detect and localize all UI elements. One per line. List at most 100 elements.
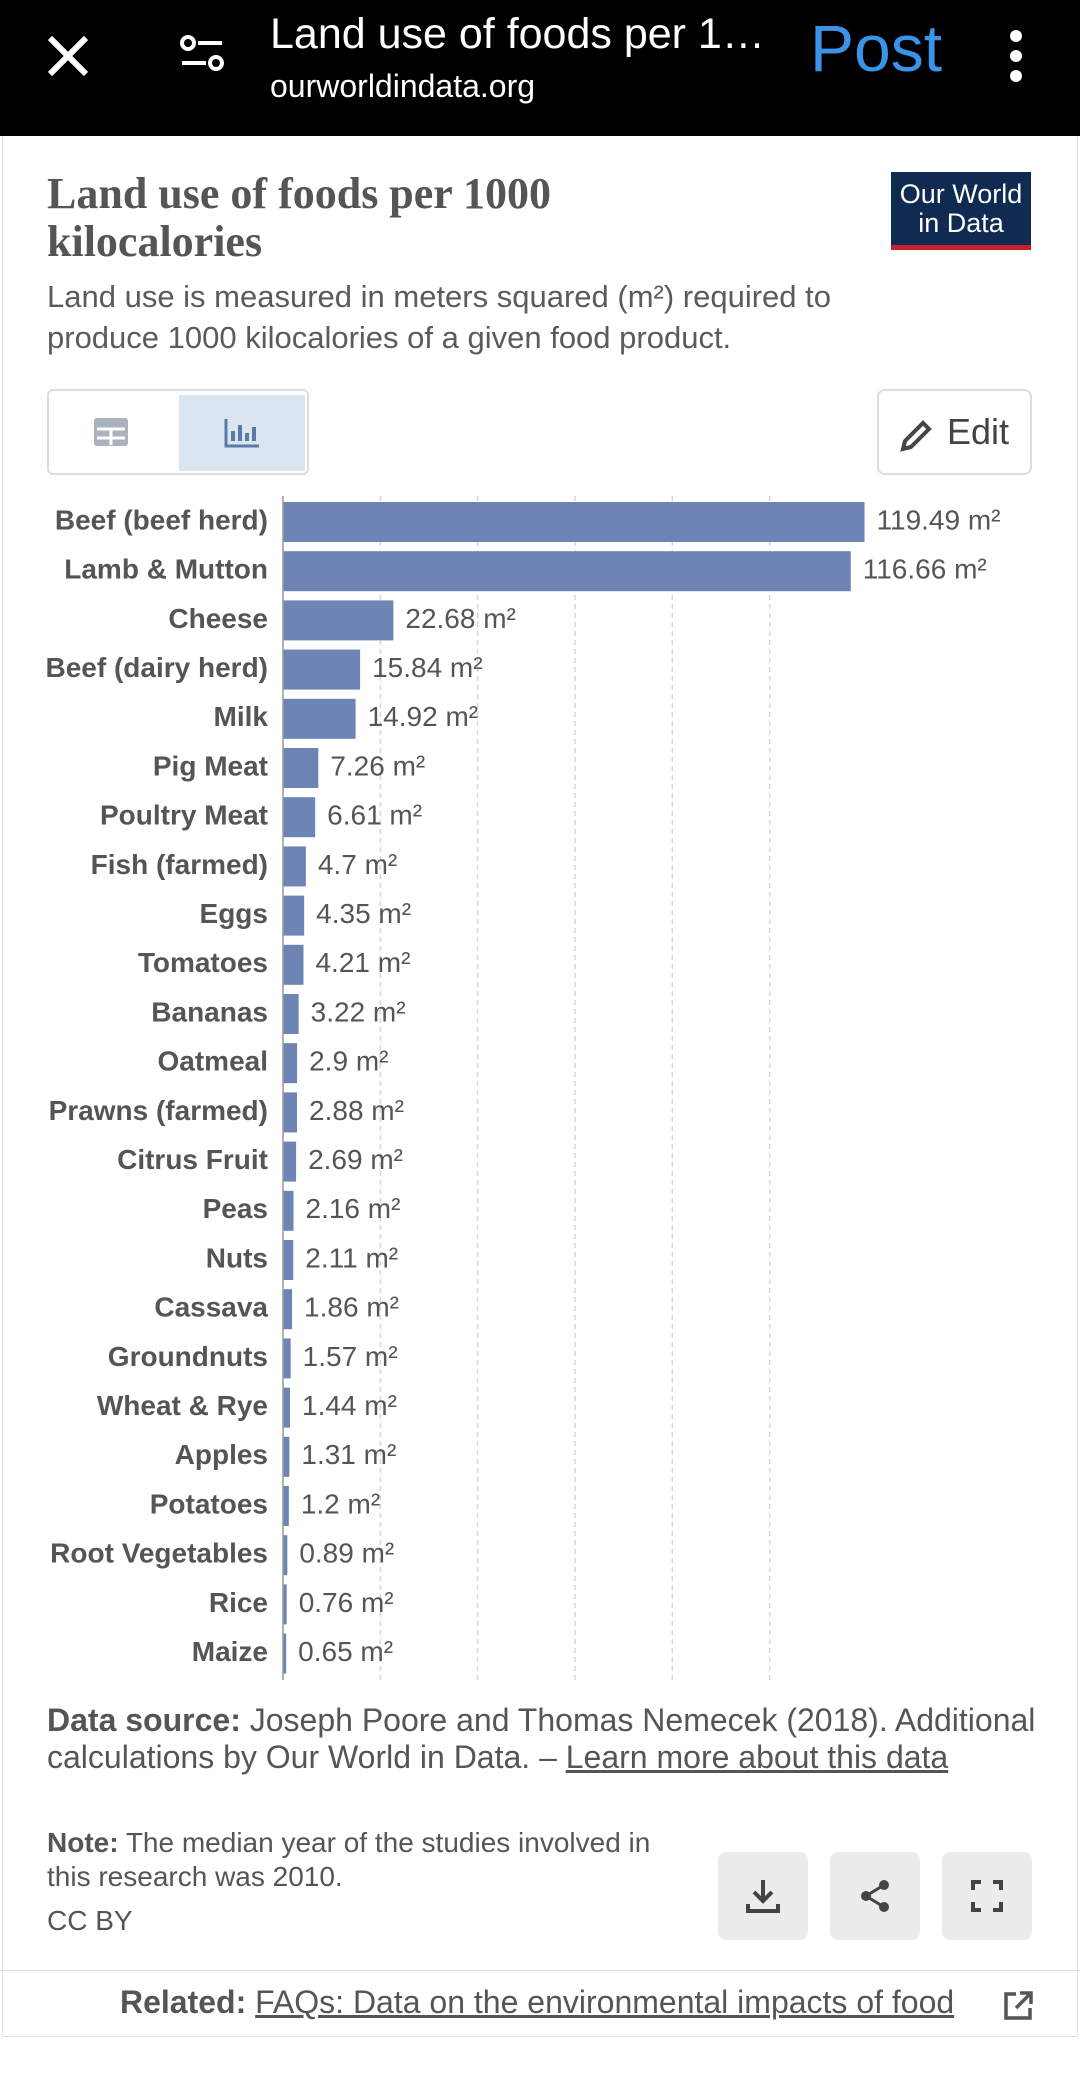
- category-label: Citrus Fruit: [117, 1144, 268, 1175]
- post-button[interactable]: Post: [810, 11, 943, 85]
- source-label: Data source:: [47, 1702, 241, 1738]
- value-label: 1.2 m²: [301, 1488, 380, 1519]
- bar: [283, 1289, 293, 1330]
- share-button[interactable]: [830, 1852, 920, 1940]
- bar: [283, 1436, 290, 1477]
- category-label: Lamb & Mutton: [64, 554, 268, 585]
- site-settings[interactable]: [178, 34, 228, 74]
- value-label: 2.69 m²: [308, 1144, 403, 1175]
- note-label: Note:: [47, 1827, 119, 1858]
- value-label: 4.7 m²: [318, 849, 397, 880]
- category-label: Peas: [203, 1193, 268, 1224]
- close-button[interactable]: [44, 32, 92, 80]
- bar: [283, 1535, 288, 1576]
- value-label: 116.66 m²: [863, 554, 987, 585]
- bar: [283, 551, 851, 592]
- bar: [283, 1141, 297, 1182]
- related-label: Related:: [120, 1984, 247, 2020]
- share-icon: [861, 1880, 889, 1912]
- value-label: 14.92 m²: [368, 701, 479, 732]
- menu-button[interactable]: [1004, 28, 1028, 84]
- bar: [283, 1486, 289, 1526]
- page-title: Land use of foods per 1…: [270, 10, 765, 58]
- browser-bar: Land use of foods per 1… ourworldindata.…: [0, 0, 1080, 136]
- category-label: Tomatoes: [138, 947, 268, 978]
- value-label: 1.44 m²: [302, 1390, 397, 1421]
- source-link[interactable]: Learn more about this data: [565, 1739, 949, 1775]
- chart-card: [2, 136, 1078, 2037]
- bar: [283, 600, 394, 641]
- category-label: Prawns (farmed): [49, 1095, 268, 1126]
- category-label: Oatmeal: [158, 1046, 269, 1077]
- pencil-icon: [900, 420, 932, 452]
- page-url: ourworldindata.org: [270, 68, 536, 104]
- chart-tab[interactable]: [179, 395, 305, 471]
- bar: [283, 944, 304, 985]
- view-toggle: [47, 389, 309, 475]
- table-tab[interactable]: [93, 417, 129, 447]
- bar: [283, 1043, 298, 1084]
- category-label: Milk: [214, 701, 269, 732]
- category-label: Rice: [209, 1587, 268, 1618]
- value-label: 4.21 m²: [315, 947, 410, 978]
- category-label: Maize: [192, 1636, 268, 1667]
- value-label: 0.89 m²: [299, 1538, 394, 1569]
- data-source: Data source: Joseph Poore and Thomas Nem…: [47, 1702, 1037, 1776]
- logo-line: Our World: [899, 179, 1023, 209]
- bar: [283, 1633, 287, 1674]
- category-label: Pig Meat: [153, 750, 268, 781]
- category-label: Wheat & Rye: [97, 1390, 268, 1421]
- category-label: Beef (dairy herd): [46, 652, 269, 683]
- value-label: 6.61 m²: [327, 800, 422, 831]
- value-label: 4.35 m²: [316, 898, 411, 929]
- bar: [283, 1240, 294, 1280]
- bar: [283, 1190, 294, 1231]
- bar: [283, 1338, 291, 1379]
- category-label: Fish (farmed): [91, 849, 268, 880]
- bar: [283, 895, 305, 936]
- edit-button[interactable]: Edit: [877, 389, 1032, 475]
- bar: [283, 797, 316, 838]
- bar: [283, 994, 299, 1034]
- bar: [283, 698, 356, 739]
- bar: [283, 502, 865, 542]
- note: Note: The median year of the studies inv…: [47, 1826, 687, 1894]
- chart-icon: [224, 419, 259, 448]
- value-label: 22.68 m²: [405, 603, 515, 634]
- source-text: Joseph Poore and Thomas Nemecek (2018). …: [47, 1702, 1036, 1775]
- value-label: 1.57 m²: [303, 1341, 398, 1372]
- value-label: 2.16 m²: [306, 1193, 401, 1224]
- value-label: 2.11 m²: [305, 1242, 398, 1273]
- value-label: 15.84 m²: [372, 652, 483, 683]
- category-label: Cassava: [154, 1292, 268, 1323]
- value-label: 2.88 m²: [309, 1095, 404, 1126]
- fullscreen-button[interactable]: [942, 1852, 1032, 1940]
- bar: [283, 846, 306, 887]
- category-label: Bananas: [151, 996, 268, 1027]
- divider: [0, 1970, 1080, 1971]
- note-text: The median year of the studies involved …: [47, 1827, 651, 1892]
- external-link-icon: [1004, 1991, 1033, 2020]
- value-label: 119.49 m²: [877, 504, 1001, 535]
- category-label: Eggs: [200, 898, 268, 929]
- bar: [283, 649, 361, 690]
- value-label: 7.26 m²: [330, 750, 425, 781]
- related-link[interactable]: FAQs: Data on the environmental impacts …: [255, 1984, 955, 2020]
- fullscreen-icon: [971, 1880, 1003, 1912]
- category-label: Root Vegetables: [50, 1538, 268, 1569]
- value-label: 3.22 m²: [311, 996, 406, 1027]
- category-label: Apples: [175, 1439, 268, 1470]
- category-label: Groundnuts: [108, 1341, 268, 1372]
- download-icon: [746, 1880, 780, 1913]
- owid-logo[interactable]: Our World in Data: [891, 172, 1031, 250]
- bar: [283, 1387, 291, 1428]
- bar: [283, 748, 319, 788]
- value-label: 0.76 m²: [299, 1587, 394, 1618]
- category-label: Nuts: [206, 1242, 268, 1273]
- download-button[interactable]: [718, 1852, 808, 1940]
- value-label: 1.31 m²: [301, 1439, 396, 1470]
- value-label: 0.65 m²: [298, 1636, 393, 1667]
- edit-label: Edit: [947, 411, 1010, 452]
- category-label: Poultry Meat: [100, 800, 268, 831]
